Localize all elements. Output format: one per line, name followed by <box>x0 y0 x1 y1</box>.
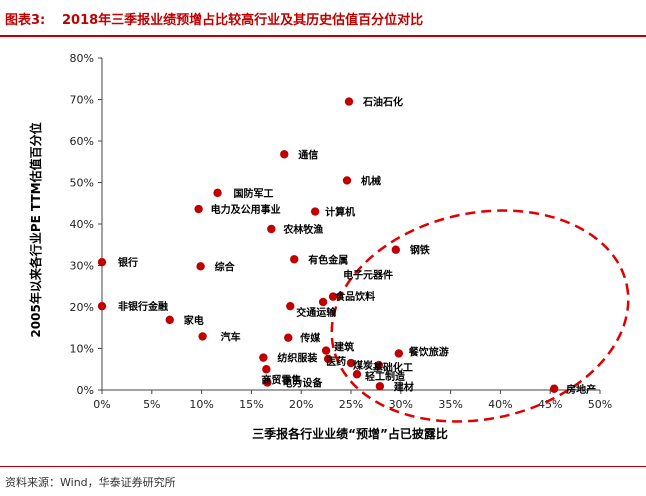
data-point <box>280 150 289 159</box>
data-point <box>262 365 271 374</box>
point-label: 国防军工 <box>234 187 274 200</box>
y-tick-label: 10% <box>70 343 94 356</box>
point-label: 交通运输 <box>296 306 337 319</box>
title-divider <box>0 35 646 37</box>
point-label: 银行 <box>118 256 138 269</box>
y-tick-label: 30% <box>70 260 94 273</box>
point-label: 电力及公用事业 <box>211 203 281 216</box>
x-tick-label: 35% <box>438 398 462 411</box>
data-point <box>310 207 320 216</box>
point-label: 机械 <box>361 174 381 187</box>
data-point <box>342 176 352 185</box>
point-label: 石油石化 <box>362 96 403 109</box>
source-divider <box>0 466 646 467</box>
y-tick-label: 70% <box>70 94 94 107</box>
x-tick-label: 45% <box>538 398 562 411</box>
x-tick-label: 10% <box>189 398 213 411</box>
figure-title-bar: 图表3: 2018年三季报业绩预增占比较高行业及其历史估值百分位对比 <box>0 0 646 37</box>
figure-title: 2018年三季报业绩预增占比较高行业及其历史估值百分位对比 <box>62 13 424 28</box>
point-label: 建筑 <box>333 341 354 354</box>
y-tick-label: 80% <box>70 52 94 65</box>
point-label: 传媒 <box>299 332 321 345</box>
data-point <box>290 255 299 264</box>
figure-label: 图表3: <box>5 13 46 28</box>
point-label: 有色金属 <box>308 253 348 266</box>
point-label: 通信 <box>298 148 318 161</box>
x-tick-label: 20% <box>289 398 313 411</box>
data-point <box>318 297 328 307</box>
x-tick-label: 30% <box>389 398 413 411</box>
point-label: 医药 <box>326 355 346 368</box>
data-point <box>549 384 559 393</box>
point-label: 纺织服装 <box>277 352 317 365</box>
highlight-ellipse <box>330 209 630 423</box>
data-point <box>321 346 331 355</box>
x-tick-label: 0% <box>93 398 110 411</box>
point-label: 房地产 <box>566 383 596 396</box>
point-label: 建材 <box>393 380 414 393</box>
point-label: 商贸零售 <box>261 373 301 386</box>
data-point <box>198 332 207 341</box>
data-point <box>323 354 333 364</box>
data-point <box>374 360 384 370</box>
x-tick-label: 5% <box>143 398 160 411</box>
data-point <box>97 301 107 311</box>
x-tick-label: 25% <box>339 398 363 411</box>
data-point <box>286 301 295 311</box>
point-label: 食品饮料 <box>334 290 375 303</box>
data-point <box>328 292 338 301</box>
data-point <box>394 349 404 358</box>
y-tick-label: 40% <box>70 218 94 231</box>
point-label: 基础化工 <box>372 361 413 374</box>
point-label: 餐饮旅游 <box>408 345 449 358</box>
y-tick-label: 50% <box>70 177 94 190</box>
point-label: 电子元器件 <box>343 269 393 282</box>
point-label: 电力设备 <box>282 377 323 390</box>
y-tick-label: 20% <box>70 301 94 314</box>
data-point <box>284 333 293 342</box>
point-label: 煤炭 <box>353 359 373 372</box>
x-tick-label: 15% <box>239 398 263 411</box>
data-point <box>259 353 268 362</box>
data-point <box>194 204 203 214</box>
scatter-chart: 0% 10% 20% 30% 40% 50% 60% 70% 80% 0% 5% 10% 15% 20% 2… <box>28 52 630 441</box>
y-tick-label: 60% <box>70 135 94 148</box>
y-axis-title: 2005年以来各行业PE TTM估值百分位 <box>28 122 43 337</box>
x-tick-label: 40% <box>488 398 512 411</box>
data-point <box>165 315 174 325</box>
data-point <box>97 257 107 267</box>
point-label: 家电 <box>184 314 204 327</box>
data-point <box>352 370 362 379</box>
point-label: 汽车 <box>221 330 241 343</box>
point-label: 轻工制造 <box>365 370 406 383</box>
chart-axes: 0% 10% 20% 30% 40% 50% 60% 70% 80% 0% 5% 10% 15% 20% 2… <box>70 52 613 411</box>
y-tick-label: 0% <box>77 384 94 397</box>
point-label: 非银行金融 <box>118 300 168 313</box>
data-point <box>346 358 356 368</box>
source-note: 资料来源：Wind，华泰证券研究所 <box>5 476 176 489</box>
data-point <box>375 382 385 391</box>
data-point <box>391 245 401 254</box>
data-point <box>213 188 222 198</box>
data-point <box>196 262 205 271</box>
x-tick-label: 50% <box>588 398 612 411</box>
data-points <box>97 97 559 393</box>
point-label: 计算机 <box>325 206 355 219</box>
data-point <box>344 97 354 106</box>
point-label: 综合 <box>215 260 236 273</box>
x-axis-title: 三季报各行业业绩“预增”占已披露比 <box>252 426 448 441</box>
data-point <box>263 378 272 387</box>
data-point <box>267 224 276 234</box>
point-label: 农林牧渔 <box>282 223 323 236</box>
point-label: 钢铁 <box>410 244 430 257</box>
